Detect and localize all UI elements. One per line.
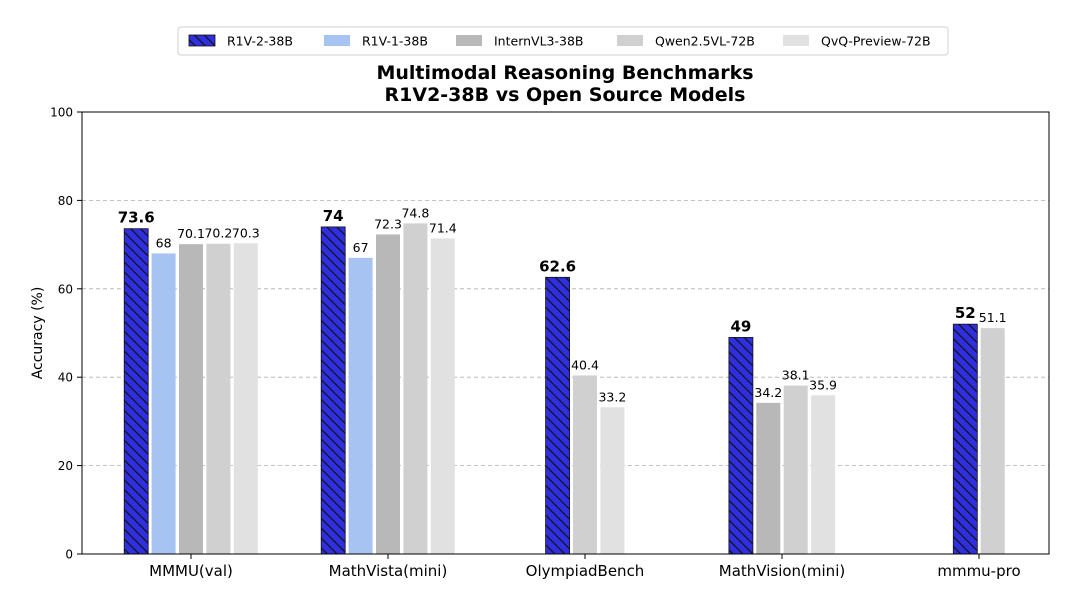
bar <box>783 385 808 554</box>
x-axis: MMMU(val) MathVista(mini) OlympiadBench Mat… <box>149 554 1021 580</box>
y-tick-label: 60 <box>58 282 73 296</box>
y-tick-label: 80 <box>58 194 73 208</box>
bar-value-label: 73.6 <box>118 209 155 227</box>
bar <box>179 244 203 554</box>
legend-label: R1V-1-38B <box>362 34 428 49</box>
x-tick-label: MathVista(mini) <box>329 562 448 580</box>
bar <box>980 328 1005 554</box>
x-tick-label: MathVision(mini) <box>719 562 845 580</box>
bar-value-label: 51.1 <box>979 310 1007 325</box>
y-tick-label: 100 <box>50 106 73 120</box>
y-tick-label: 0 <box>65 548 73 562</box>
bars <box>123 223 1005 555</box>
plot-area-frame <box>81 111 1050 555</box>
bar-value-label: 67 <box>353 240 369 255</box>
bar <box>403 223 428 554</box>
legend-swatch <box>324 35 350 46</box>
bar <box>123 228 149 555</box>
bar <box>573 375 597 554</box>
bar-value-label: 49 <box>730 317 751 335</box>
bar-value-label: 70.1 <box>177 226 205 241</box>
bar-value-label: 35.9 <box>809 377 837 392</box>
legend-swatch <box>617 35 643 46</box>
bar-value-label: 40.4 <box>571 357 599 372</box>
legend: R1V-2-38B R1V-1-38B InternVL3-38B Qwen2.5VL… <box>177 26 949 56</box>
legend-label: R1V-2-38B <box>227 34 293 49</box>
y-tick-label: 20 <box>58 459 73 473</box>
bar-value-label: 72.3 <box>374 216 402 231</box>
bar <box>811 395 836 554</box>
bar <box>206 243 231 554</box>
bar-value-label: 70.3 <box>232 225 260 240</box>
x-tick-label: MMMU(val) <box>149 562 233 580</box>
legend-swatch <box>188 34 216 47</box>
bar-value-label: 33.2 <box>598 389 626 404</box>
legend-label: Qwen2.5VL-72B <box>655 34 755 49</box>
bar <box>348 257 373 554</box>
y-tick-label: 40 <box>58 371 73 385</box>
bar <box>545 276 570 555</box>
legend-frame <box>177 26 949 56</box>
bar <box>430 238 455 555</box>
y-axis: 0 20 40 60 80 100 <box>50 106 82 562</box>
bar-value-label: 52 <box>955 304 976 322</box>
x-tick-label: OlympiadBench <box>526 562 645 580</box>
bar <box>728 337 754 555</box>
legend-label: QvQ-Preview-72B <box>821 34 931 49</box>
x-tick-label: mmmu-pro <box>937 562 1020 580</box>
bar-value-label: 71.4 <box>429 220 457 235</box>
bar-value-label: 34.2 <box>754 385 782 400</box>
legend-label: InternVL3-38B <box>494 34 584 49</box>
bar <box>600 407 625 554</box>
bar <box>952 323 978 555</box>
chart-subtitle: R1V2-38B vs Open Source Models <box>385 84 746 106</box>
legend-swatch <box>783 35 809 46</box>
bar-value-label: 68 <box>156 235 172 250</box>
chart-title: Multimodal Reasoning Benchmarks <box>376 62 753 84</box>
value-labels: 73.668 70.1 70.2 70.3 74 67 72.374.871.4 62.6 40… <box>118 205 1007 404</box>
bar-value-label: 70.2 <box>204 226 232 241</box>
bar <box>376 234 400 554</box>
bar-value-label: 38.1 <box>782 368 810 383</box>
bar-value-label: 74.8 <box>401 205 429 220</box>
y-axis-label: Accuracy (%) <box>30 287 46 380</box>
bar-value-label: 62.6 <box>539 257 576 275</box>
bar <box>756 402 781 554</box>
bar <box>233 243 258 555</box>
bar-value-label: 74 <box>323 207 344 225</box>
legend-swatch <box>456 35 482 46</box>
bar <box>320 226 346 555</box>
bar <box>151 253 176 554</box>
